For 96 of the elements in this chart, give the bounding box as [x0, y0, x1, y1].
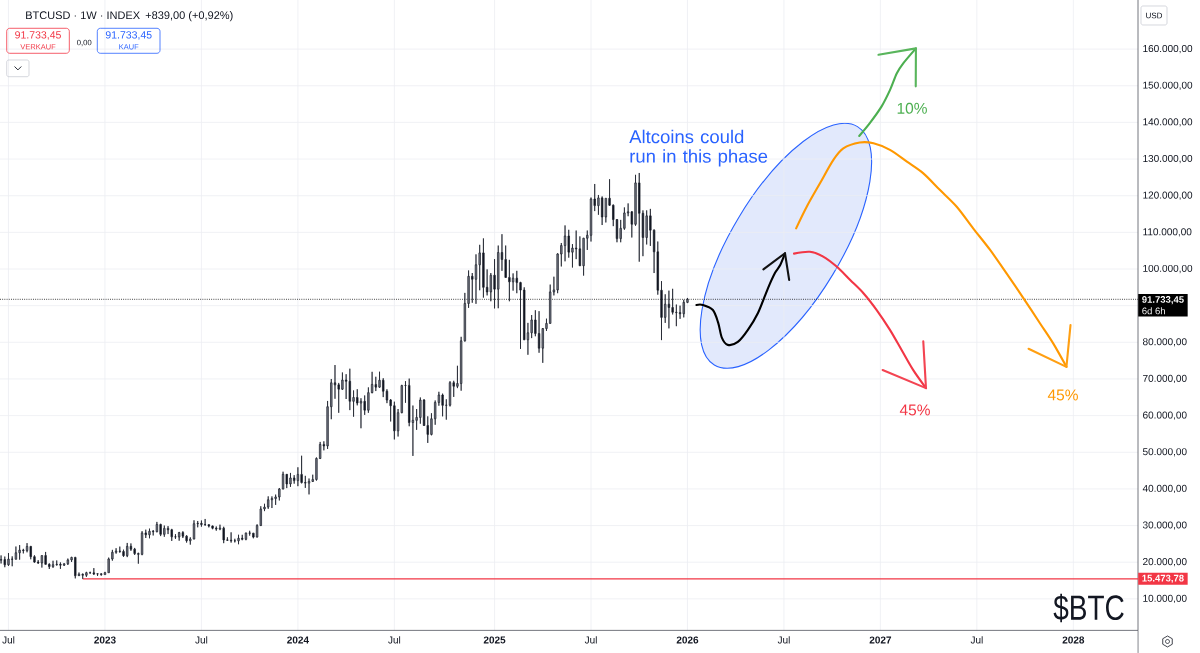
- candlestick: [88, 571, 92, 574]
- candlestick: [29, 545, 32, 560]
- y-tick-label: 30.000,00: [1142, 521, 1187, 530]
- y-tick-label: 10.000,00: [1143, 594, 1187, 603]
- candlestick: [185, 534, 188, 543]
- candlestick: [229, 531, 233, 543]
- candlestick: [155, 521, 159, 533]
- candlestick: [285, 473, 288, 489]
- candlestick: [63, 562, 66, 567]
- candlestick: [563, 225, 567, 262]
- candlestick: [200, 520, 203, 528]
- candlestick: [59, 562, 62, 570]
- text: 6d 6h: [1142, 307, 1165, 315]
- x-tick-label: Jul: [970, 636, 983, 644]
- x-tick-label: 2028: [1062, 636, 1085, 644]
- candlestick: [600, 196, 604, 226]
- candlestick: [211, 525, 214, 530]
- candlestick: [270, 496, 274, 509]
- candlestick: [51, 560, 55, 569]
- candlestick: [44, 551, 47, 566]
- candlestick: [181, 530, 185, 539]
- candlestick: [638, 172, 641, 263]
- x-tick-label: 2024: [287, 636, 309, 644]
- candlestick: [40, 555, 44, 568]
- y-tick-label: 70.000,00: [1143, 374, 1187, 384]
- annotation: 10%: [897, 102, 927, 114]
- annotation: 45%: [899, 404, 930, 416]
- text: +839,00 (+0,92%): [145, 11, 233, 22]
- candlestick: [174, 533, 177, 540]
- candlestick: [81, 573, 84, 580]
- x-tick-label: Jul: [388, 636, 401, 644]
- x-tick-label: 2027: [869, 636, 892, 644]
- y-tick-label: 40.000,00: [1142, 484, 1187, 494]
- candlestick: [482, 238, 485, 298]
- annotation: 91.733,45: [105, 31, 152, 40]
- y-tick-label: 50.000,00: [1142, 448, 1187, 457]
- candlestick: [244, 532, 248, 541]
- candlestick: [159, 523, 162, 537]
- y-tick-label: 120.000,00: [1143, 191, 1193, 200]
- text: BTCUSD · 1W · INDEX: [26, 11, 140, 20]
- candlestick: [241, 534, 244, 541]
- y-tick-label: 130.000,00: [1143, 154, 1193, 164]
- candlestick: [215, 526, 218, 532]
- candlestick: [18, 544, 21, 560]
- y-tick-label: 160.000,00: [1143, 44, 1193, 54]
- candlestick: [441, 393, 444, 417]
- candlestick: [667, 290, 671, 329]
- annotation: $BTC: [1053, 593, 1124, 623]
- candlestick: [55, 560, 58, 566]
- x-tick-label: Jul: [195, 636, 208, 644]
- annotation: 45%: [1047, 389, 1078, 401]
- y-tick-label: 20.000,00: [1143, 558, 1187, 567]
- candlestick: [248, 530, 251, 536]
- candlestick: [222, 526, 225, 544]
- line-series: [795, 141, 1068, 368]
- candlestick: [178, 531, 181, 542]
- y-tick-label: 110.000,00: [1143, 228, 1192, 237]
- candlestick: [300, 455, 303, 484]
- x-tick-label: Jul: [584, 636, 597, 644]
- candlestick: [289, 472, 292, 488]
- x-tick-label: 2026: [676, 636, 699, 644]
- candlestick: [170, 528, 173, 542]
- x-tick-label: Jul: [777, 636, 790, 644]
- text: USD: [1146, 12, 1163, 19]
- candlestick: [66, 558, 69, 566]
- candlestick: [237, 534, 240, 545]
- annotation: Altcoins could run in this phase: [629, 129, 768, 167]
- candlestick: [0, 555, 3, 564]
- ref-line-label: 91.733,45: [1142, 296, 1184, 305]
- x-tick-label: 2023: [94, 636, 116, 644]
- candlestick: [307, 478, 311, 495]
- candlestick: [85, 571, 88, 578]
- candlestick: [682, 299, 685, 318]
- ref-line-label: 15.473,78: [1142, 574, 1184, 583]
- candlestick: [207, 523, 210, 528]
- y-tick-label: 100.000,00: [1143, 264, 1193, 274]
- x-tick-label: Jul: [2, 636, 15, 644]
- candlestick: [92, 567, 95, 576]
- candlestick: [163, 525, 166, 538]
- candlestick: [203, 518, 207, 527]
- candlestick: [148, 528, 151, 539]
- candlestick: [393, 401, 396, 440]
- candlestick: [3, 556, 6, 568]
- candlestick: [267, 496, 270, 510]
- y-tick-label: 80.000,00: [1142, 338, 1187, 347]
- candlestick: [126, 542, 129, 558]
- candlestick: [374, 376, 377, 392]
- x-tick-label: 2025: [483, 636, 506, 644]
- candlestick: [37, 559, 40, 565]
- candlestick: [7, 552, 10, 567]
- y-tick-label: 60.000,00: [1143, 411, 1187, 420]
- candlestick: [74, 556, 77, 579]
- candlestick: [118, 546, 121, 554]
- y-tick-label: 150.000,00: [1143, 81, 1193, 90]
- annotation: 91.733,45: [15, 31, 61, 40]
- y-tick-label: 140.000,00: [1143, 118, 1193, 127]
